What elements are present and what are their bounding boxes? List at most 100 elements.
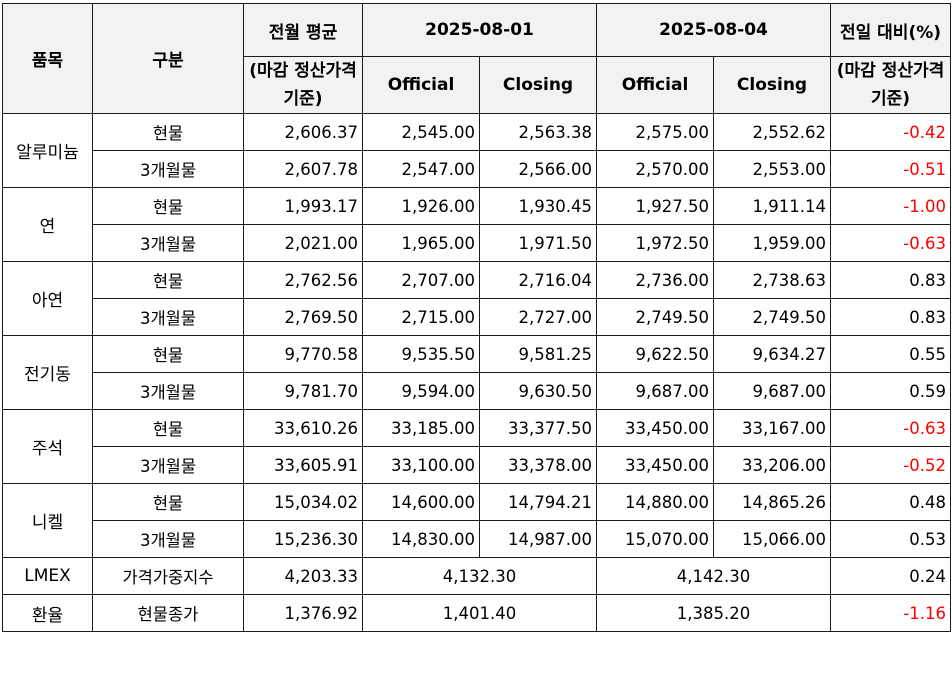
date1-value: 1,401.40 bbox=[362, 594, 597, 632]
contract-type: 현물 bbox=[92, 335, 244, 373]
prev-month-avg: 15,236.30 bbox=[243, 520, 363, 558]
date2-official: 2,570.00 bbox=[596, 150, 714, 188]
change-pct: -0.63 bbox=[830, 409, 951, 447]
date2-official: 1,927.50 bbox=[596, 187, 714, 225]
table-row: 아연 현물 2,762.56 2,707.00 2,716.04 2,736.00 2,73… bbox=[2, 261, 951, 336]
metal-name: 연 bbox=[2, 187, 93, 262]
date2-closing: 15,066.00 bbox=[713, 520, 831, 558]
date1-closing: 14,794.21 bbox=[479, 483, 597, 521]
contract-type: 현물 bbox=[92, 409, 244, 447]
date1-official: 9,535.50 bbox=[362, 335, 480, 373]
table-body: 알루미늄 현물 2,606.37 2,545.00 2,563.38 2,575.00 2,… bbox=[2, 113, 951, 632]
table-row: 3개월물 2,021.00 1,965.00 1,971.50 1,972.50 1,95… bbox=[3, 224, 951, 262]
table-row: 3개월물 2,769.50 2,715.00 2,727.00 2,749.50 2,74… bbox=[3, 298, 951, 336]
date1-closing: 33,378.00 bbox=[479, 446, 597, 484]
metal-name: LMEX bbox=[2, 557, 93, 595]
date1-official: 9,594.00 bbox=[362, 372, 480, 410]
prev-month-avg: 1,993.17 bbox=[243, 187, 363, 225]
metal-name: 니켈 bbox=[2, 483, 93, 558]
table-row: 3개월물 2,607.78 2,547.00 2,566.00 2,570.00 2,55… bbox=[3, 150, 951, 188]
change-pct: 0.83 bbox=[830, 298, 951, 336]
header-prev-month-avg: 전월 평균 bbox=[243, 3, 363, 57]
change-pct: 0.48 bbox=[830, 483, 951, 521]
metal-name: 환율 bbox=[2, 594, 93, 632]
date1-value: 4,132.30 bbox=[362, 557, 597, 595]
change-pct: -0.51 bbox=[830, 150, 951, 188]
date1-closing: 33,377.50 bbox=[479, 409, 597, 447]
date2-official: 2,736.00 bbox=[596, 261, 714, 299]
date2-closing: 1,911.14 bbox=[713, 187, 831, 225]
date1-official: 2,545.00 bbox=[362, 113, 480, 151]
date2-official: 9,687.00 bbox=[596, 372, 714, 410]
change-pct: -0.63 bbox=[830, 224, 951, 262]
contract-type: 3개월물 bbox=[92, 520, 244, 558]
header-item: 품목 bbox=[2, 3, 93, 114]
header-category: 구분 bbox=[92, 3, 244, 114]
change-pct: 0.59 bbox=[830, 372, 951, 410]
prev-month-avg: 2,762.56 bbox=[243, 261, 363, 299]
change-pct: -0.42 bbox=[830, 113, 951, 151]
date2-closing: 2,738.63 bbox=[713, 261, 831, 299]
metal-name: 아연 bbox=[2, 261, 93, 336]
date1-closing: 2,563.38 bbox=[479, 113, 597, 151]
date2-official: 33,450.00 bbox=[596, 446, 714, 484]
contract-type: 현물종가 bbox=[92, 594, 244, 632]
header-date-2: 2025-08-04 bbox=[596, 3, 831, 57]
date1-closing: 2,566.00 bbox=[479, 150, 597, 188]
metal-name: 알루미늄 bbox=[2, 113, 93, 188]
contract-type: 3개월물 bbox=[92, 372, 244, 410]
prev-month-avg: 9,770.58 bbox=[243, 335, 363, 373]
date1-official: 1,965.00 bbox=[362, 224, 480, 262]
date1-official: 2,547.00 bbox=[362, 150, 480, 188]
change-pct: 0.53 bbox=[830, 520, 951, 558]
contract-type: 3개월물 bbox=[92, 298, 244, 336]
table-row: 3개월물 15,236.30 14,830.00 14,987.00 15,070.00… bbox=[3, 520, 951, 558]
date1-closing: 9,581.25 bbox=[479, 335, 597, 373]
change-pct: 0.55 bbox=[830, 335, 951, 373]
date2-closing: 1,959.00 bbox=[713, 224, 831, 262]
date1-closing: 1,930.45 bbox=[479, 187, 597, 225]
prev-month-avg: 9,781.70 bbox=[243, 372, 363, 410]
prev-month-avg: 2,606.37 bbox=[243, 113, 363, 151]
date2-closing: 2,552.62 bbox=[713, 113, 831, 151]
date2-official: 1,972.50 bbox=[596, 224, 714, 262]
date2-official: 14,880.00 bbox=[596, 483, 714, 521]
prev-month-avg: 15,034.02 bbox=[243, 483, 363, 521]
prev-month-avg: 2,607.78 bbox=[243, 150, 363, 188]
table-row: 전기동 현물 9,770.58 9,535.50 9,581.25 9,622.50 9,6… bbox=[2, 335, 951, 410]
date2-official: 2,749.50 bbox=[596, 298, 714, 336]
metal-name: 전기동 bbox=[2, 335, 93, 410]
date2-official: 15,070.00 bbox=[596, 520, 714, 558]
header-official-1: Official bbox=[362, 56, 480, 114]
change-pct: 0.24 bbox=[830, 557, 951, 595]
date2-closing: 33,167.00 bbox=[713, 409, 831, 447]
table-row: 3개월물 9,781.70 9,594.00 9,630.50 9,687.00 9,68… bbox=[3, 372, 951, 410]
header-change: 전일 대비(%) bbox=[830, 3, 951, 57]
date1-official: 14,830.00 bbox=[362, 520, 480, 558]
date2-closing: 2,749.50 bbox=[713, 298, 831, 336]
date2-value: 1,385.20 bbox=[596, 594, 831, 632]
metal-name: 주석 bbox=[2, 409, 93, 484]
date2-closing: 9,634.27 bbox=[713, 335, 831, 373]
date1-closing: 9,630.50 bbox=[479, 372, 597, 410]
date1-closing: 2,716.04 bbox=[479, 261, 597, 299]
date2-official: 9,622.50 bbox=[596, 335, 714, 373]
date2-closing: 2,553.00 bbox=[713, 150, 831, 188]
table-row: 주석 현물 33,610.26 33,185.00 33,377.50 33,450.00… bbox=[2, 409, 951, 484]
date1-closing: 2,727.00 bbox=[479, 298, 597, 336]
date2-closing: 9,687.00 bbox=[713, 372, 831, 410]
date2-official: 2,575.00 bbox=[596, 113, 714, 151]
date1-closing: 1,971.50 bbox=[479, 224, 597, 262]
prev-month-avg: 2,021.00 bbox=[243, 224, 363, 262]
date2-official: 33,450.00 bbox=[596, 409, 714, 447]
date2-closing: 14,865.26 bbox=[713, 483, 831, 521]
change-pct: -1.16 bbox=[830, 594, 951, 632]
prev-month-avg: 1,376.92 bbox=[243, 594, 363, 632]
header-closing-2: Closing bbox=[713, 56, 831, 114]
date1-official: 33,185.00 bbox=[362, 409, 480, 447]
date1-official: 33,100.00 bbox=[362, 446, 480, 484]
table-row: 연 현물 1,993.17 1,926.00 1,930.45 1,927.50 1,911… bbox=[2, 187, 951, 262]
table-row: 환율 현물종가 1,376.92 1,401.40 1,385.20 -1.16 bbox=[2, 594, 951, 632]
date1-closing: 14,987.00 bbox=[479, 520, 597, 558]
contract-type: 가격가중지수 bbox=[92, 557, 244, 595]
